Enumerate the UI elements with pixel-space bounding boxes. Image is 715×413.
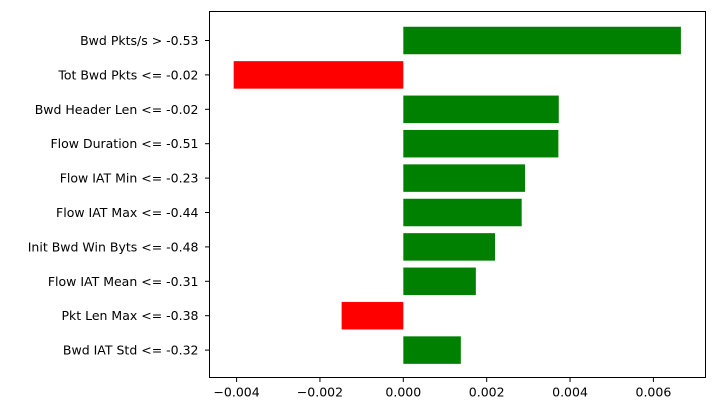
y-tick-label-2: Bwd Header Len <= -0.02 <box>35 102 199 117</box>
x-axis-ticks: −0.004 −0.002 0.000 0.002 0.004 0.006 <box>213 377 672 400</box>
y-tick-label-9: Bwd IAT Std <= -0.32 <box>63 343 199 358</box>
y-tick-label-1: Tot Bwd Pkts <= -0.02 <box>57 67 198 82</box>
y-tick-label-8: Pkt Len Max <= -0.38 <box>61 308 198 323</box>
y-tick-label-5: Flow IAT Max <= -0.44 <box>56 205 199 220</box>
bar-4 <box>403 164 526 192</box>
x-tick-label-3: 0.002 <box>469 385 505 400</box>
x-tick-label-4: 0.004 <box>552 385 588 400</box>
bars-group <box>233 26 681 364</box>
bar-1 <box>233 61 404 89</box>
bar-6 <box>403 233 496 261</box>
bar-7 <box>403 267 476 296</box>
y-tick-label-4: Flow IAT Min <= -0.23 <box>60 171 199 186</box>
x-tick-label-0: −0.004 <box>213 385 259 400</box>
bar-8 <box>341 301 404 330</box>
y-tick-label-0: Bwd Pkts/s > -0.53 <box>80 33 198 48</box>
bar-5 <box>403 198 522 227</box>
bar-3 <box>403 129 559 158</box>
bar-2 <box>403 95 559 124</box>
x-tick-label-5: 0.006 <box>636 385 672 400</box>
y-axis-ticks: Bwd Pkts/s > -0.53 Tot Bwd Pkts <= -0.02 B… <box>28 33 210 358</box>
bar-0 <box>403 26 681 55</box>
x-tick-label-1: −0.002 <box>297 385 343 400</box>
y-tick-label-7: Flow IAT Mean <= -0.31 <box>48 274 199 289</box>
y-tick-label-3: Flow Duration <= -0.51 <box>50 136 198 151</box>
bar-9 <box>403 336 461 364</box>
y-tick-label-6: Init Bwd Win Byts <= -0.48 <box>28 239 199 254</box>
x-tick-label-2: 0.000 <box>385 385 421 400</box>
plot-frame <box>209 11 706 378</box>
